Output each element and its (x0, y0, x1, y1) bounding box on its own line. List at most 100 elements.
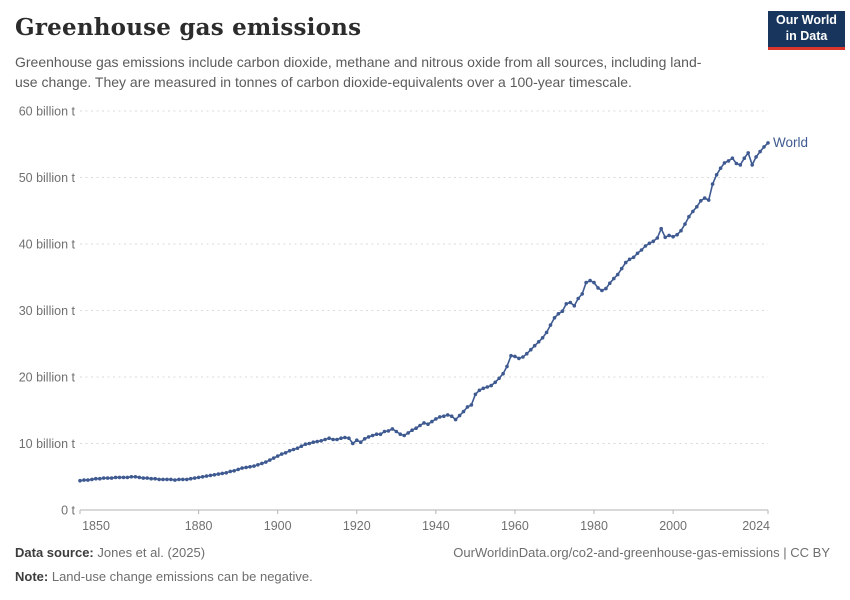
data-point[interactable] (465, 405, 470, 409)
data-point[interactable] (588, 278, 592, 283)
data-point[interactable] (457, 413, 462, 418)
data-point[interactable] (722, 161, 727, 165)
data-point[interactable] (434, 417, 438, 421)
data-point[interactable] (90, 477, 94, 482)
data-point[interactable] (651, 239, 656, 244)
data-point[interactable] (671, 234, 675, 239)
data-point[interactable] (699, 199, 703, 203)
data-point[interactable] (505, 364, 509, 369)
data-point[interactable] (133, 475, 138, 479)
data-point[interactable] (683, 222, 687, 226)
data-point[interactable] (153, 476, 157, 481)
data-point[interactable] (718, 166, 723, 170)
data-point[interactable] (192, 476, 197, 480)
data-point[interactable] (710, 182, 715, 186)
data-point[interactable] (196, 475, 201, 480)
data-point[interactable] (86, 478, 90, 482)
data-point[interactable] (323, 437, 327, 442)
data-point[interactable] (639, 248, 644, 252)
data-point[interactable] (216, 472, 221, 476)
data-point[interactable] (268, 458, 272, 462)
world-series-points[interactable] (78, 141, 770, 483)
data-point[interactable] (101, 476, 106, 480)
data-point[interactable] (343, 435, 347, 440)
data-point[interactable] (695, 205, 699, 209)
data-point[interactable] (758, 149, 762, 154)
data-point[interactable] (157, 477, 161, 482)
data-point[interactable] (631, 255, 636, 260)
data-point[interactable] (185, 477, 189, 482)
data-point[interactable] (244, 465, 248, 470)
data-point[interactable] (501, 371, 505, 376)
data-point[interactable] (212, 473, 217, 477)
data-point[interactable] (426, 422, 430, 427)
data-point[interactable] (726, 159, 731, 163)
data-point[interactable] (513, 354, 517, 359)
data-point[interactable] (536, 340, 541, 344)
data-point[interactable] (438, 415, 442, 419)
data-point[interactable] (635, 251, 640, 256)
data-point[interactable] (287, 449, 292, 453)
data-point[interactable] (82, 478, 86, 482)
data-point[interactable] (544, 330, 549, 335)
data-point[interactable] (220, 471, 225, 476)
data-point[interactable] (275, 454, 280, 458)
data-point[interactable] (493, 380, 498, 385)
data-point[interactable] (311, 440, 316, 445)
data-point[interactable] (647, 241, 652, 246)
data-point[interactable] (200, 475, 205, 479)
data-point[interactable] (596, 286, 600, 290)
world-series-label[interactable]: World (773, 135, 808, 150)
data-point[interactable] (78, 478, 82, 483)
data-point[interactable] (532, 343, 537, 348)
data-point[interactable] (331, 437, 335, 442)
data-point[interactable] (271, 456, 276, 460)
data-point[interactable] (161, 477, 165, 482)
world-series-line[interactable] (79, 142, 769, 482)
data-point[interactable] (592, 280, 596, 285)
data-point[interactable] (754, 155, 758, 159)
data-point[interactable] (137, 475, 142, 480)
data-point[interactable] (188, 476, 193, 481)
data-point[interactable] (125, 475, 130, 480)
data-point[interactable] (477, 388, 482, 393)
data-point[interactable] (706, 198, 711, 202)
data-point[interactable] (307, 441, 312, 446)
data-point[interactable] (370, 433, 375, 438)
data-point[interactable] (228, 469, 233, 474)
data-point[interactable] (691, 209, 695, 214)
data-point[interactable] (473, 392, 478, 397)
data-point[interactable] (481, 386, 486, 391)
data-point[interactable] (612, 276, 616, 281)
data-point[interactable] (165, 477, 169, 482)
owid-logo[interactable]: Our World in Data (768, 11, 845, 50)
data-point[interactable] (461, 409, 466, 414)
data-point[interactable] (485, 385, 490, 389)
data-point[interactable] (600, 288, 604, 293)
data-point[interactable] (576, 296, 580, 301)
data-point[interactable] (687, 214, 691, 219)
data-point[interactable] (418, 423, 422, 428)
data-point[interactable] (580, 292, 584, 296)
data-point[interactable] (299, 444, 304, 449)
canonical-url-link[interactable]: OurWorldinData.org/co2-and-greenhouse-ga… (453, 545, 780, 560)
data-point[interactable] (141, 476, 146, 480)
data-point[interactable] (623, 260, 628, 265)
data-point[interactable] (121, 475, 126, 480)
data-point[interactable] (766, 141, 770, 145)
data-point[interactable] (149, 476, 153, 481)
data-point[interactable] (204, 474, 209, 478)
data-point[interactable] (414, 426, 418, 431)
data-point[interactable] (738, 163, 743, 167)
data-point[interactable] (529, 347, 533, 352)
data-point[interactable] (453, 417, 458, 422)
data-point[interactable] (608, 281, 612, 285)
data-point[interactable] (236, 467, 240, 472)
data-point[interactable] (406, 431, 411, 435)
data-point[interactable] (109, 476, 114, 480)
data-point[interactable] (105, 476, 110, 480)
data-point[interactable] (619, 266, 624, 271)
data-point[interactable] (422, 421, 426, 425)
data-point[interactable] (382, 429, 387, 434)
data-point[interactable] (509, 353, 513, 358)
